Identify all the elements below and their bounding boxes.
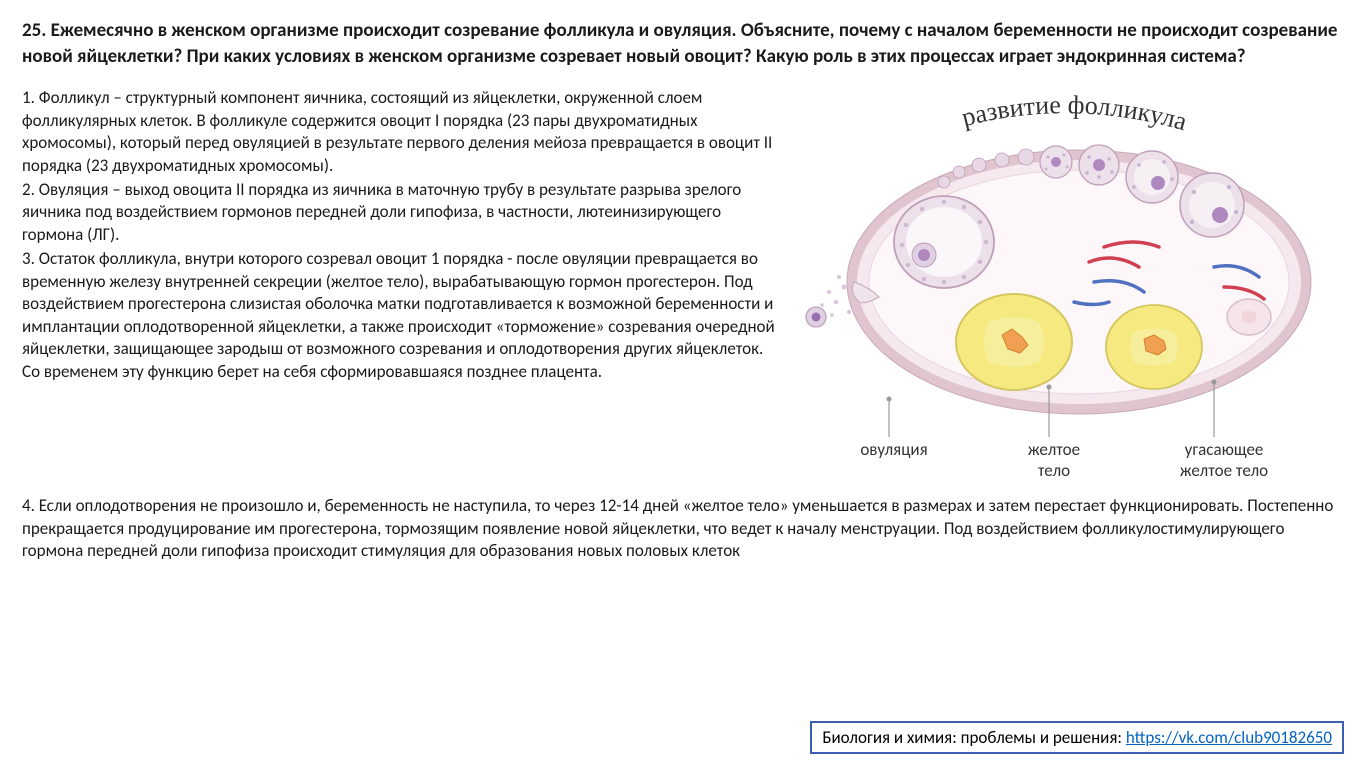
diagram-title: развитие фолликула [959, 90, 1191, 136]
label-corpus-luteum: желтое тело [1009, 439, 1099, 481]
footer-link[interactable]: https://vk.com/club90182650 [1126, 727, 1332, 748]
para-1: 1. Фолликул – структурный компонент яичн… [22, 87, 780, 177]
para-2: 2. Овуляция – выход овоцита II порядка и… [22, 179, 780, 246]
label-corpus-degen: угасающее желтое тело [1154, 439, 1294, 481]
answer-column: 1. Фолликул – структурный компонент яичн… [22, 87, 780, 487]
para-4: 4. Если оплодотворения не произошло и, б… [22, 495, 1344, 562]
question-text: 25. Ежемесячно в женском организме проис… [22, 18, 1344, 69]
footer-text: Биология и химия: проблемы и решения: [822, 727, 1126, 748]
follicle-diagram: развитие фолликула [794, 87, 1344, 487]
svg-text:развитие фолликула: развитие фолликула [959, 90, 1191, 136]
para-3: 3. Остаток фолликула, внутри которого со… [22, 248, 780, 383]
diagram-column: развитие фолликула [794, 87, 1344, 487]
label-ovulation: овуляция [844, 439, 944, 460]
footer-attribution: Биология и химия: проблемы и решения: ht… [810, 721, 1344, 754]
content-row: 1. Фолликул – структурный компонент яичн… [22, 87, 1344, 487]
